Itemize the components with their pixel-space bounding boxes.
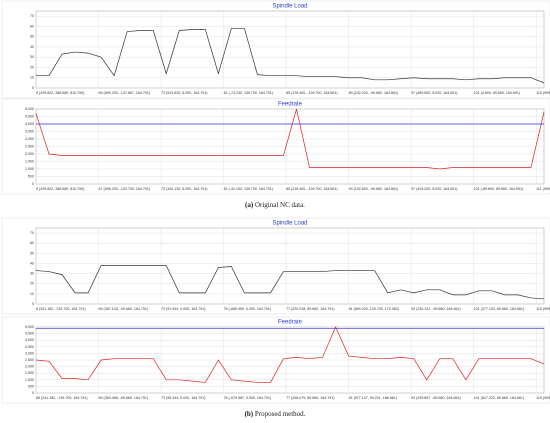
- y-tick-label: 3,500: [25, 129, 34, 133]
- y-tick-label: 5,000: [25, 107, 34, 111]
- x-tick-label: 101 (377.103, 89.660, 164.661): [474, 307, 524, 311]
- y-tick-label: 20: [30, 282, 34, 286]
- x-tick-label: 97 (494.200, 5.000, 164.691): [411, 187, 457, 191]
- x-tick-label: 77 (208.079, 89.660, 164.791): [286, 396, 334, 400]
- caption-a: (a) Original NC data.: [245, 201, 305, 209]
- y-tick-label: 4,500: [25, 114, 34, 118]
- x-tick-label: 73 (344.130, 5.000, 164.791): [161, 187, 207, 191]
- x-tick-label: 75 (-689.459, 0.000, 164.791): [224, 307, 272, 311]
- y-tick-label: 70: [30, 231, 34, 235]
- x-tick-label: 115 (999.200, 139.700, 225.8: [536, 307, 550, 311]
- y-tick-label: 4,000: [25, 338, 34, 342]
- y-tick-label: 5,000: [25, 325, 34, 329]
- x-tick-label: 73 (519.620, 5.000, 164.791): [161, 91, 207, 95]
- y-tick-label: 1,500: [25, 371, 34, 375]
- plot-area: [35, 227, 545, 305]
- y-tick-label: 0: [32, 182, 34, 186]
- y-tick-label: 60: [30, 24, 34, 28]
- x-tick-label: 67 (695.230, -129.700, 164.791): [99, 187, 151, 191]
- y-tick-label: 4,500: [25, 332, 34, 336]
- series-line: [35, 326, 545, 383]
- y-tick-label: 50: [30, 251, 34, 255]
- y-tick-label: 2,000: [25, 152, 34, 156]
- x-tick-label: 73 (91.944, 0.000, 164.791): [161, 307, 205, 311]
- series-line: [35, 108, 545, 170]
- x-tick-label: 77 (220.918, 89.660, 164.791): [286, 307, 334, 311]
- x-tick-label: 81 (890.200, 139.700, 170.382): [349, 307, 399, 311]
- x-tick-label: 101 (617.222, 89.660, 164.661): [474, 396, 524, 400]
- y-tick-label: 1,000: [25, 378, 34, 382]
- x-tick-label: 89 (242.200, -99.660, 164.661): [349, 91, 399, 95]
- plot-area: [35, 10, 545, 89]
- caption-label: (a): [245, 201, 254, 209]
- y-tick-label: 20: [30, 65, 34, 69]
- caption-b: (b) Proposed method.: [245, 410, 306, 418]
- caption-label: (b): [245, 410, 254, 418]
- y-tick-label: 500: [28, 174, 34, 178]
- y-tick-label: 2,500: [25, 144, 34, 148]
- chart-title: Spindle Load: [272, 4, 307, 10]
- chart-title: Spindle Load: [272, 221, 307, 227]
- y-tick-label: 1,500: [25, 159, 34, 163]
- x-tick-label: 75 (-679.687, 0.000, 164.791): [224, 396, 272, 400]
- x-tick-label: 81 (977.137, 99.221, 186.661): [349, 396, 397, 400]
- y-tick-label: 70: [30, 14, 34, 18]
- x-tick-label: 101 (-89.600, 89.660, 164.691): [474, 187, 524, 191]
- x-tick-label: 101 (4.800, 89.660, 164.691): [474, 91, 520, 95]
- x-tick-label: 69 (367.143, -99.660, 164.791): [99, 307, 149, 311]
- y-tick-label: 10: [30, 76, 34, 80]
- chart-title: Feedrate: [278, 320, 303, 326]
- x-tick-label: 69 (363.468, -99.660, 164.791): [99, 396, 149, 400]
- series-line: [36, 28, 545, 84]
- y-tick-label: 30: [30, 55, 34, 59]
- y-tick-label: 3,500: [25, 345, 34, 349]
- y-tick-label: 40: [30, 261, 34, 265]
- x-tick-label: 93 (339.897, -89.660, 164.661): [411, 396, 461, 400]
- x-tick-label: 73 (95.344, 0.000, 164.791): [161, 396, 205, 400]
- x-tick-label: 0 (299.822, 388.689, 810.750): [36, 91, 84, 95]
- x-tick-label: 85 (218.400, -139.700, 164.691): [286, 187, 338, 191]
- x-tick-label: 6 (341.182, -139.700, 164.791): [36, 307, 86, 311]
- y-tick-label: 4,000: [25, 122, 34, 126]
- x-tick-label: 111 (999.200, 139.700, 2: [536, 187, 550, 191]
- x-tick-label: 115 (999.200, 139.702, 22: [536, 396, 550, 400]
- x-tick-label: 115 (999.200, 139.700, 232.5: [536, 91, 550, 95]
- y-tick-label: 2,500: [25, 358, 34, 362]
- x-tick-label: 85 (178.400, -139.700, 164.691): [286, 91, 338, 95]
- series-line: [35, 265, 545, 300]
- y-tick-label: 40: [30, 45, 34, 49]
- x-tick-label: 66 (341.182, -139.700, 164.791): [36, 396, 88, 400]
- y-tick-label: 3,000: [25, 137, 34, 141]
- x-tick-label: 81 (-74.230, 139.700, 164.791): [224, 91, 274, 95]
- caption-text: Original NC data.: [255, 201, 305, 209]
- x-tick-label: 93 (330.122, -99.660, 164.661): [411, 307, 461, 311]
- y-tick-label: 1,000: [25, 167, 34, 171]
- x-tick-label: 97 (489.500, 5.000, 164.691): [411, 91, 457, 95]
- caption-text: Proposed method.: [255, 410, 306, 418]
- y-tick-label: 3,000: [25, 351, 34, 355]
- x-tick-label: 93 (192.600, -99.660, 164.661): [349, 187, 399, 191]
- y-tick-label: 10: [30, 292, 34, 296]
- y-tick-label: 500: [28, 384, 34, 388]
- y-tick-label: 50: [30, 35, 34, 39]
- y-tick-label: 2,000: [25, 365, 34, 369]
- x-tick-label: 81 (-41.154, 139.700, 164.791): [224, 187, 274, 191]
- y-tick-label: 30: [30, 272, 34, 276]
- y-tick-label: 0: [32, 86, 34, 90]
- chart-title: Feedrate: [278, 102, 303, 108]
- y-tick-label: 0: [32, 391, 34, 395]
- x-tick-label: 0 (299.822, 388.689, 810.750): [36, 187, 84, 191]
- y-tick-label: 60: [30, 241, 34, 245]
- x-tick-label: 69 (699.230, -137.667, 164.791): [99, 91, 151, 95]
- y-tick-label: 0: [32, 302, 34, 306]
